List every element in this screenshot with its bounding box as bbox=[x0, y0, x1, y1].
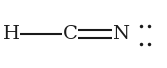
Text: N: N bbox=[112, 25, 129, 43]
Text: C: C bbox=[63, 25, 78, 43]
Text: H: H bbox=[3, 25, 20, 43]
